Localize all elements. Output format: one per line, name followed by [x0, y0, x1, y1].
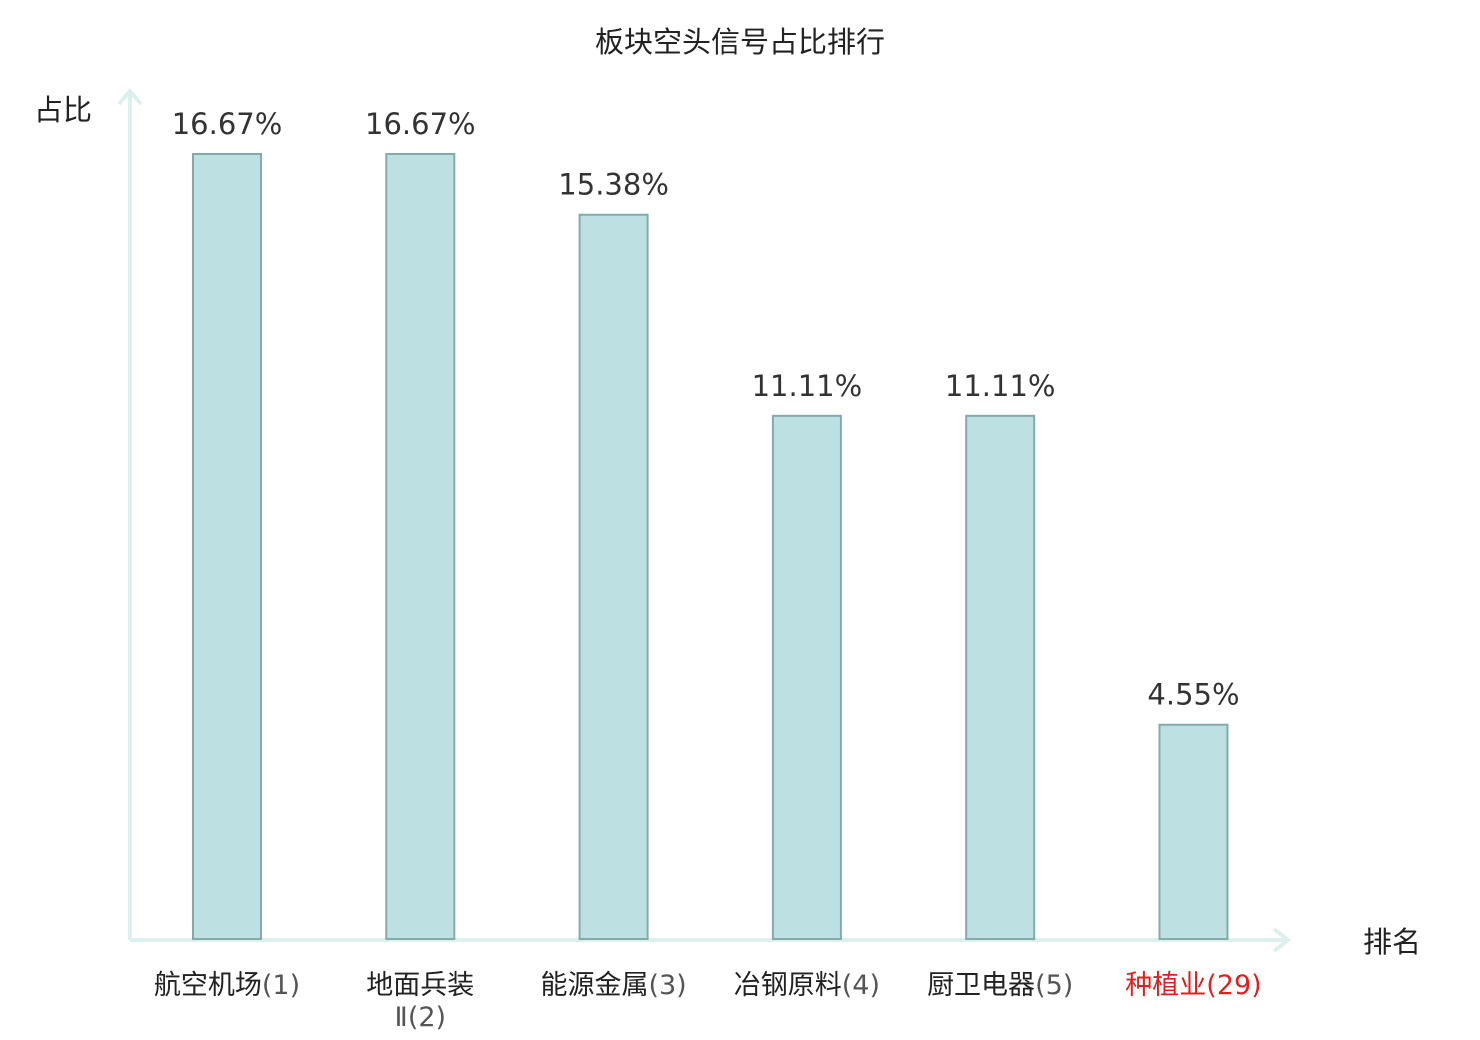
- chart-title: 板块空头信号占比排行: [595, 25, 885, 59]
- category-name: 航空机场: [154, 970, 262, 1001]
- category-code: (3): [648, 970, 686, 1001]
- bar-3: [578, 213, 649, 941]
- category-code: (1): [262, 970, 300, 1001]
- bar-1: [192, 153, 262, 940]
- category-label-3: 能源金属(3): [540, 970, 686, 1001]
- category-label-6: 种植业(29): [1125, 970, 1261, 1001]
- y-axis-arrow: [117, 87, 143, 106]
- value-label-6: 4.55%: [1147, 678, 1239, 712]
- category-label-2: 地面兵装: [366, 970, 474, 1001]
- category-name: 地面兵装: [366, 970, 474, 1001]
- category-name: 种植业: [1125, 970, 1206, 1001]
- bar-4: [771, 414, 842, 941]
- y-axis-label: 占比: [34, 93, 92, 127]
- value-label-5: 11.11%: [945, 369, 1056, 403]
- value-labels-group: 16.67% 16.67% 15.38% 11.11% 11.11% 4.55%: [172, 107, 1240, 712]
- value-label-1: 16.67%: [172, 107, 283, 141]
- category-name: 厨卫电器: [927, 970, 1035, 1001]
- category-label-4: 冶钢原料(4): [734, 970, 880, 1001]
- value-label-3: 15.38%: [558, 168, 669, 202]
- bar-5: [965, 414, 1036, 941]
- category-label-5: 厨卫电器(5): [927, 970, 1073, 1001]
- category-label-1: 航空机场(1): [154, 970, 300, 1001]
- value-label-4: 11.11%: [752, 369, 863, 403]
- category-label-2-line2: Ⅱ(2): [395, 1002, 447, 1033]
- bars-group: [192, 153, 1229, 941]
- category-code: (29): [1206, 970, 1261, 1001]
- value-label-2: 16.67%: [365, 107, 476, 141]
- category-name-line2: Ⅱ: [395, 1002, 408, 1033]
- bar-6: [1158, 723, 1229, 940]
- category-name: 能源金属: [540, 970, 648, 1001]
- category-name: 冶钢原料: [734, 970, 842, 1001]
- category-code: (2): [408, 1002, 446, 1033]
- x-axis-label: 排名: [1363, 925, 1421, 959]
- category-code: (5): [1035, 970, 1073, 1001]
- bar-2: [385, 153, 456, 940]
- category-code: (4): [842, 970, 880, 1001]
- x-axis-arrow: [1272, 927, 1292, 953]
